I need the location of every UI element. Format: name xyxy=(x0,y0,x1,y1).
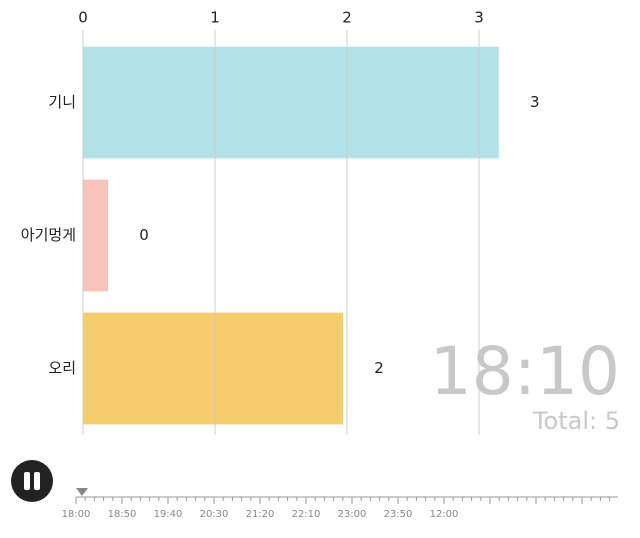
x-tick-label: 1 xyxy=(210,9,220,27)
pause-bar xyxy=(34,472,40,490)
timeline-label: 21:20 xyxy=(246,509,275,520)
pause-bar xyxy=(24,472,30,490)
x-tick-label: 3 xyxy=(474,9,484,27)
category-label: 기니 xyxy=(48,93,76,111)
total: Total: 5 xyxy=(532,407,620,435)
bar xyxy=(83,46,499,159)
timeline-label: 20:30 xyxy=(200,509,229,520)
x-tick-label: 0 xyxy=(78,9,88,27)
timeline-label: 19:40 xyxy=(154,509,183,520)
timeline-label: 18:00 xyxy=(62,509,91,520)
category-label: 아기멍게 xyxy=(21,226,76,244)
bar xyxy=(83,179,109,292)
bar xyxy=(83,312,344,425)
category-label: 오리 xyxy=(48,359,76,377)
timeline-label: 23:00 xyxy=(338,509,367,520)
value-label: 3 xyxy=(530,93,540,111)
current-time: 18:10 xyxy=(430,333,620,410)
value-label: 0 xyxy=(139,226,149,244)
x-tick-label: 2 xyxy=(342,9,352,27)
timeline-handle[interactable] xyxy=(76,488,88,496)
button-circle[interactable] xyxy=(11,460,53,502)
timeline-label: 12:00 xyxy=(430,509,459,520)
value-label: 2 xyxy=(374,359,384,377)
timeline-label: 22:10 xyxy=(292,509,321,520)
timeline-label: 23:50 xyxy=(384,509,413,520)
timeline-label: 18:50 xyxy=(108,509,137,520)
play-pause-button[interactable] xyxy=(11,460,53,502)
